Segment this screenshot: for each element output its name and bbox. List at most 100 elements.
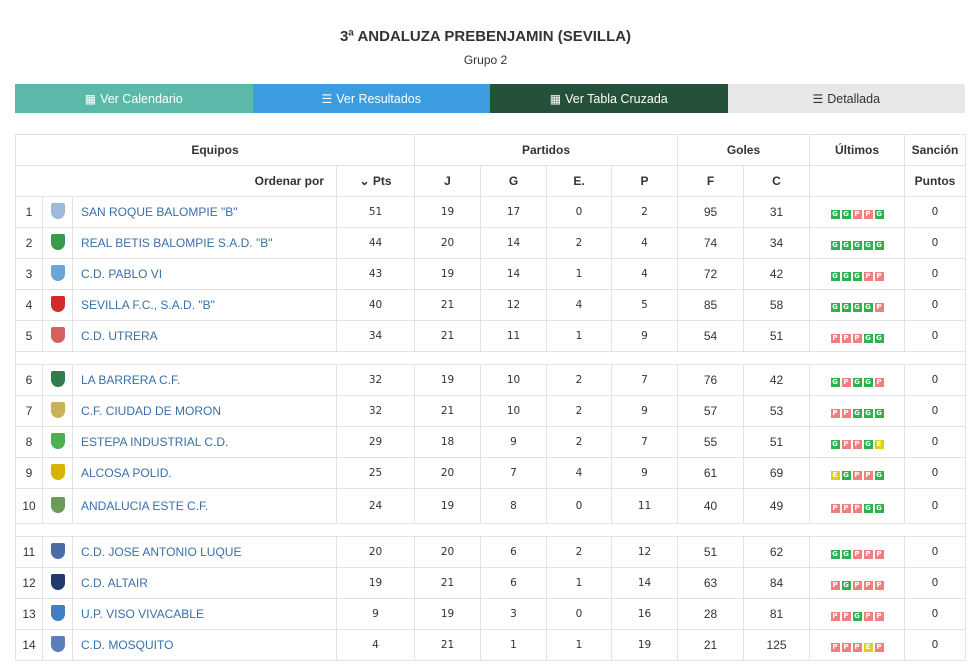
result-badge: P (874, 303, 884, 312)
goals-for-cell: 95 (677, 196, 744, 228)
result-badge: P (841, 440, 851, 449)
team-link[interactable]: ESTEPA INDUSTRIAL C.D. (72, 426, 337, 458)
position-cell: 1 (15, 196, 43, 228)
col-c: C (743, 165, 810, 197)
pts-cell: 4 (336, 629, 415, 661)
team-link[interactable]: LA BARRERA C.F. (72, 364, 337, 396)
goals-against-cell: 42 (743, 364, 810, 396)
shield-icon (50, 401, 65, 418)
group-subtitle: Grupo 2 (463, 53, 508, 67)
pts-cell: 9 (336, 598, 415, 630)
table-row: 13 U.P. VISO VIVACABLE 9 19 3 0 16 28 81 P P G P P 0 (15, 598, 966, 630)
result-badge: G (841, 210, 851, 219)
table-row: 2 REAL BETIS BALOMPIE S.A.D. "B" 44 20 14 2 4 7… (15, 227, 966, 259)
team-link[interactable]: C.D. MOSQUITO (72, 629, 337, 661)
pts-cell: 29 (336, 426, 415, 458)
calendar-button[interactable]: ▦ Ver Calendario (15, 84, 253, 113)
result-badge: G (863, 504, 873, 513)
drawn-cell: 4 (546, 457, 612, 489)
team-link[interactable]: ANDALUCIA ESTE C.F. (72, 488, 337, 524)
goals-against-cell: 31 (743, 196, 810, 228)
sort-pts-button[interactable]: ⌄ Pts (336, 165, 415, 197)
cross-table-button[interactable]: ▦ Ver Tabla Cruzada (490, 84, 728, 113)
drawn-cell: 1 (546, 258, 612, 290)
team-link[interactable]: U.P. VISO VIVACABLE (72, 598, 337, 630)
result-badge: P (841, 643, 851, 652)
result-badge: G (830, 550, 840, 559)
calendar-button-label: Ver Calendario (100, 91, 183, 106)
lost-cell: 9 (611, 395, 678, 427)
sanction-cell: 0 (904, 258, 966, 290)
lost-cell: 11 (611, 488, 678, 524)
result-badge: G (841, 581, 851, 590)
pts-cell: 24 (336, 488, 415, 524)
result-badge: P (874, 550, 884, 559)
drawn-cell: 2 (546, 364, 612, 396)
result-badge: G (841, 550, 851, 559)
result-badge: P (863, 581, 873, 590)
shield-icon (50, 233, 65, 250)
played-cell: 20 (414, 536, 481, 568)
result-badge: P (852, 334, 862, 343)
sanction-cell: 0 (904, 426, 966, 458)
separator-cell (15, 523, 966, 537)
position-cell: 13 (15, 598, 43, 630)
result-badge: G (863, 334, 873, 343)
sanction-cell: 0 (904, 488, 966, 524)
table-row: 10 ANDALUCIA ESTE C.F. 24 19 8 0 11 40 49 P P P G G 0 (15, 488, 966, 524)
team-link[interactable]: C.D. UTRERA (72, 320, 337, 352)
goals-against-cell: 58 (743, 289, 810, 321)
results-button[interactable]: ☰ Ver Resultados (252, 84, 490, 113)
drawn-cell: 2 (546, 395, 612, 427)
team-link[interactable]: C.D. ALTAIR (72, 567, 337, 599)
team-link[interactable]: ALCOSA POLID. (72, 457, 337, 489)
result-badge: P (841, 504, 851, 513)
result-badge: P (852, 471, 862, 480)
team-link[interactable]: SEVILLA F.C., S.A.D. "B" (72, 289, 337, 321)
col-f: F (677, 165, 744, 197)
cross-table-button-label: Ver Tabla Cruzada (565, 91, 668, 106)
col-p: P (611, 165, 678, 197)
goals-for-cell: 54 (677, 320, 744, 352)
won-cell: 9 (480, 426, 547, 458)
team-shield-icon (42, 457, 73, 489)
col-g: G (480, 165, 547, 197)
result-badge: P (830, 612, 840, 621)
standings-table: Equipos Partidos Goles Últimos Sanción O… (15, 134, 966, 661)
team-link[interactable]: REAL BETIS BALOMPIE S.A.D. "B" (72, 227, 337, 259)
result-badge: G (863, 303, 873, 312)
team-shield-icon (42, 629, 73, 661)
header-partidos: Partidos (414, 134, 678, 166)
detailed-button[interactable]: ☰ Detallada (727, 84, 965, 113)
drawn-cell: 0 (546, 196, 612, 228)
goals-against-cell: 51 (743, 426, 810, 458)
goals-against-cell: 84 (743, 567, 810, 599)
result-badge: P (830, 334, 840, 343)
sanction-cell: 0 (904, 289, 966, 321)
sanction-cell: 0 (904, 320, 966, 352)
sanction-cell: 0 (904, 227, 966, 259)
won-cell: 14 (480, 227, 547, 259)
result-badge: P (852, 550, 862, 559)
lost-cell: 9 (611, 320, 678, 352)
result-badge: P (830, 409, 840, 418)
table-row: 7 C.F. CIUDAD DE MORON 32 21 10 2 9 57 53 P P G G G 0 (15, 395, 966, 427)
result-badge: P (863, 471, 873, 480)
team-link[interactable]: SAN ROQUE BALOMPIE "B" (72, 196, 337, 228)
header-goles: Goles (677, 134, 810, 166)
team-link[interactable]: C.D. JOSE ANTONIO LUQUE (72, 536, 337, 568)
shield-icon (50, 295, 65, 312)
result-badge: G (830, 303, 840, 312)
played-cell: 20 (414, 457, 481, 489)
team-link[interactable]: C.D. PABLO VI (72, 258, 337, 290)
position-cell: 2 (15, 227, 43, 259)
team-shield-icon (42, 227, 73, 259)
team-link[interactable]: C.F. CIUDAD DE MORON (72, 395, 337, 427)
result-badge: G (863, 378, 873, 387)
table-row: 12 C.D. ALTAIR 19 21 6 1 14 63 84 P G P P P 0 (15, 567, 966, 599)
